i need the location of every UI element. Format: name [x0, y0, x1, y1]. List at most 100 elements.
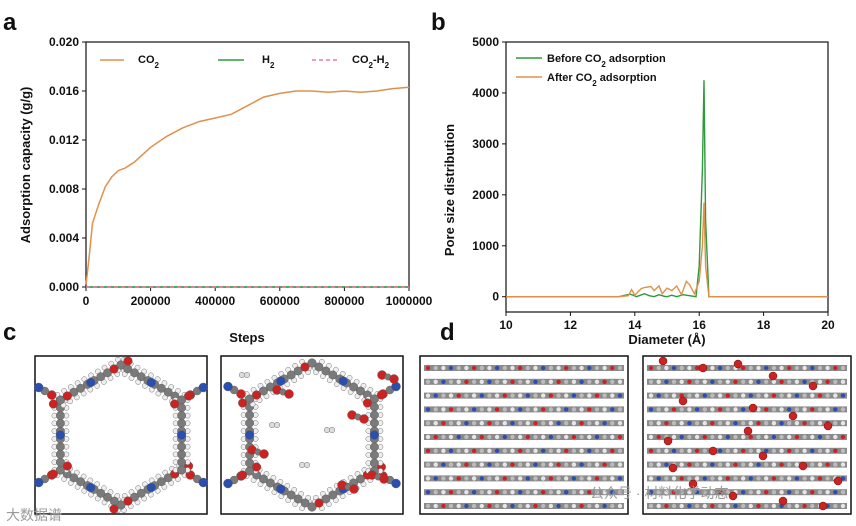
atom	[648, 476, 654, 481]
atom	[425, 476, 431, 481]
atom	[487, 448, 492, 453]
panel-b-ytick-label: 4000	[472, 86, 499, 100]
atom	[687, 434, 692, 440]
atom	[802, 434, 807, 440]
atom	[648, 490, 654, 495]
atom	[733, 393, 738, 398]
atom	[269, 422, 276, 429]
atom	[163, 387, 173, 397]
atom	[694, 462, 700, 467]
layer-band	[647, 378, 847, 385]
panel-a-xtick-label: 1000000	[386, 294, 433, 308]
atom	[687, 490, 692, 495]
atom	[464, 421, 469, 426]
atom	[464, 448, 469, 453]
atom	[610, 393, 615, 398]
atom	[533, 503, 538, 509]
atom	[510, 421, 515, 426]
atom	[664, 421, 669, 426]
atom	[748, 365, 753, 371]
layer-band	[424, 434, 624, 440]
atom	[556, 434, 561, 440]
atom	[687, 379, 692, 384]
atom	[602, 476, 607, 481]
atom	[833, 393, 838, 398]
atom	[725, 448, 730, 453]
atom	[579, 503, 584, 509]
atom	[564, 434, 569, 440]
atom	[741, 462, 746, 467]
atom	[541, 407, 546, 412]
atom	[47, 390, 57, 400]
panel-a-frame	[85, 41, 410, 288]
atom	[825, 407, 830, 412]
atom	[487, 490, 492, 495]
co2-molecule	[688, 479, 698, 489]
atom	[802, 407, 807, 412]
atom	[717, 421, 723, 426]
atom	[764, 490, 769, 495]
atom	[656, 434, 661, 440]
atom	[671, 476, 677, 481]
atom	[456, 365, 461, 371]
atom	[787, 448, 792, 453]
atom	[525, 462, 530, 467]
layer-band	[647, 434, 847, 440]
atom	[103, 492, 112, 502]
atom	[494, 393, 500, 398]
atom	[471, 434, 477, 440]
atom	[441, 421, 446, 426]
atom	[487, 393, 492, 398]
panel-b-ytick-label: 5000	[472, 35, 499, 49]
atom	[756, 421, 761, 426]
atom	[441, 448, 446, 453]
atom	[441, 407, 446, 412]
atom	[840, 379, 846, 384]
atom	[369, 450, 379, 460]
atom	[525, 503, 530, 509]
atom	[441, 476, 446, 481]
atom	[448, 462, 454, 467]
atom	[448, 365, 454, 371]
atom	[564, 490, 569, 495]
atom	[464, 462, 469, 467]
atom	[518, 448, 523, 453]
atom	[146, 377, 156, 388]
atom	[656, 421, 661, 426]
atom	[717, 503, 723, 509]
atom	[648, 379, 654, 384]
atom	[779, 407, 784, 412]
atom	[802, 379, 807, 384]
atom	[833, 448, 838, 453]
atom	[441, 365, 446, 371]
co2-molecule	[728, 491, 738, 501]
atom	[748, 476, 753, 481]
atom	[702, 503, 707, 509]
atom	[571, 448, 577, 453]
atom	[610, 448, 615, 453]
atom	[96, 372, 106, 382]
atom	[541, 490, 546, 495]
atom	[702, 462, 707, 467]
panel-d-slab-after	[642, 355, 852, 515]
atom	[441, 393, 446, 398]
atom	[787, 407, 792, 412]
atom	[433, 379, 438, 384]
atom	[433, 503, 438, 509]
atom	[687, 365, 692, 371]
atom	[548, 379, 554, 384]
atom	[525, 407, 530, 412]
atom	[702, 490, 707, 495]
atom	[771, 421, 777, 426]
atom	[725, 476, 730, 481]
atom	[694, 407, 700, 412]
atom	[494, 407, 500, 412]
atom	[710, 407, 715, 412]
atom	[259, 449, 269, 459]
atom	[548, 503, 554, 509]
atom	[464, 476, 469, 481]
atom	[756, 379, 761, 384]
atom	[594, 393, 600, 398]
atom	[787, 490, 792, 495]
layer-band	[424, 475, 624, 482]
